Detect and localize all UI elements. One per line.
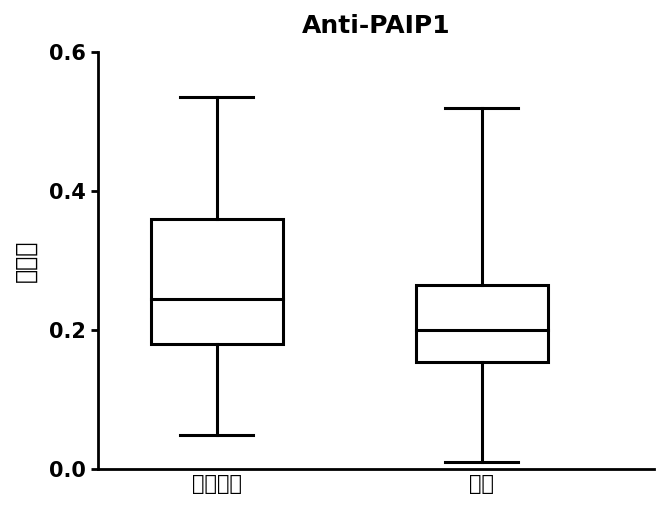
- Title: Anti-PAIP1: Anti-PAIP1: [301, 14, 450, 38]
- Bar: [415, 285, 548, 362]
- Y-axis label: 吸光値: 吸光値: [14, 240, 38, 282]
- Bar: [151, 219, 283, 344]
